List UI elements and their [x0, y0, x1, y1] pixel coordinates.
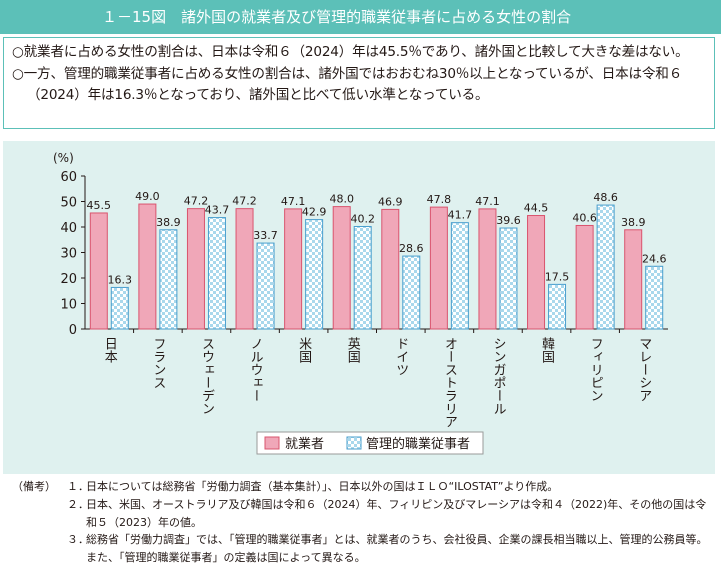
- summary-box: ○就業者に占める女性の割合は、日本は令和６（2024）年は45.5％であり、諸外…: [3, 37, 715, 129]
- category-label: ノルウェー: [248, 337, 263, 402]
- summary-point-1: ○就業者に占める女性の割合は、日本は令和６（2024）年は45.5％であり、諸外…: [12, 44, 689, 60]
- note-text: 日本については総務省「労働力調査（基本集計）」、日本以外の国はＩＬＯ“ILOST…: [86, 480, 559, 493]
- value-label-employed: 48.0: [329, 193, 354, 206]
- notes: （備考） １． 日本については総務省「労働力調査（基本集計）」、日本以外の国はＩ…: [12, 478, 717, 567]
- bar-employed: [527, 215, 546, 330]
- bar-managers: [596, 204, 615, 330]
- bar-employed: [284, 208, 303, 330]
- y-tick-label: 30: [60, 247, 77, 262]
- bar-employed: [89, 212, 108, 330]
- note-number: １．: [67, 480, 89, 493]
- value-label-employed: 47.1: [281, 195, 306, 208]
- value-label-managers: 24.6: [642, 252, 667, 265]
- bar-employed: [138, 203, 157, 330]
- value-label-managers: 41.7: [448, 209, 473, 222]
- category-label: フランス: [150, 337, 165, 389]
- note-number: ２．: [67, 497, 89, 511]
- bar-managers: [450, 222, 469, 330]
- value-label-employed: 49.0: [135, 190, 160, 203]
- category-label: 韓国: [539, 337, 555, 363]
- y-tick-label: 50: [60, 196, 77, 211]
- y-tick-label: 20: [60, 272, 77, 287]
- bar-managers: [353, 225, 372, 330]
- legend-label-managers: 管理的職業従事者: [366, 436, 470, 452]
- value-label-managers: 17.5: [545, 270, 570, 283]
- bar-managers: [159, 229, 178, 330]
- legend-swatch-managers: [346, 436, 362, 450]
- legend-box: [256, 431, 484, 455]
- legend-label-employed: 就業者: [285, 436, 324, 452]
- value-label-employed: 44.5: [524, 202, 549, 215]
- category-label: マレーシア: [636, 337, 651, 402]
- bar-employed: [429, 206, 448, 330]
- category-label: シンガポール: [490, 337, 505, 415]
- chart-area: (%) 0 10 20 30 40 50 60 45.5 16.3 日本 49.0 38.9 フランス 47…: [3, 141, 715, 474]
- value-label-employed: 47.8: [427, 193, 452, 206]
- note-text: 総務省「労働力調査」では、「管理的職業従事者」とは、就業者のうち、会社役員、企業…: [86, 533, 708, 565]
- value-label-employed: 47.2: [184, 195, 209, 208]
- bar-managers: [110, 286, 129, 330]
- value-label-employed: 46.9: [378, 195, 403, 208]
- value-label-managers: 38.9: [156, 216, 181, 229]
- bar-employed: [186, 208, 205, 330]
- note-1: （備考） １． 日本については総務省「労働力調査（基本集計）」、日本以外の国はＩ…: [12, 478, 717, 496]
- notes-heading: （備考）: [12, 480, 56, 493]
- value-label-managers: 48.6: [593, 191, 618, 204]
- category-label: オーストラリア: [442, 337, 457, 428]
- note-2: ２． 日本、米国、オーストラリア及び韓国は令和６（2024）年、フィリピン及びマ…: [12, 496, 717, 532]
- bar-employed: [332, 206, 351, 330]
- bar-managers: [207, 217, 226, 330]
- category-label: 日本: [102, 337, 118, 363]
- value-label-managers: 40.2: [350, 212, 375, 225]
- category-label: 英国: [345, 337, 361, 363]
- category-label: フィリピン: [588, 337, 603, 402]
- value-label-employed: 45.5: [87, 199, 112, 212]
- y-tick-label: 10: [60, 298, 77, 313]
- value-label-managers: 39.6: [496, 214, 521, 227]
- bar-managers: [645, 265, 664, 330]
- value-label-employed: 47.2: [232, 195, 257, 208]
- y-tick-label: 0: [69, 323, 77, 338]
- bar-employed: [381, 208, 400, 330]
- y-axis-unit: (%): [53, 151, 74, 165]
- value-label-managers: 16.3: [108, 273, 133, 286]
- bar-managers: [305, 219, 324, 330]
- bar-employed: [235, 208, 254, 330]
- category-label: 米国: [296, 337, 312, 363]
- bar-employed: [624, 229, 643, 330]
- bar-employed: [478, 208, 497, 330]
- note-number: ３．: [67, 533, 89, 547]
- bar-chart: (%) 0 10 20 30 40 50 60 45.5 16.3 日本 49.0 38.9 フランス 47…: [53, 151, 668, 455]
- bar-managers: [256, 242, 275, 330]
- bar-employed: [575, 224, 594, 330]
- bar-managers: [548, 283, 567, 330]
- summary-point-2: ○一方、管理的職業従事者に占める女性の割合は、諸外国ではおおむね30％以上となっ…: [12, 65, 683, 104]
- value-label-managers: 43.7: [205, 204, 230, 217]
- value-label-employed: 40.6: [572, 211, 597, 224]
- category-label: ドイツ: [393, 337, 408, 376]
- category-label: スウェーデン: [199, 337, 214, 415]
- y-tick-label: 60: [60, 170, 77, 185]
- note-text: 日本、米国、オーストラリア及び韓国は令和６（2024）年、フィリピン及びマレーシ…: [86, 497, 707, 529]
- legend-swatch-employed: [264, 436, 280, 450]
- y-tick-label: 40: [60, 221, 77, 236]
- bar-managers: [402, 255, 421, 330]
- note-3: ３． 総務省「労働力調査」では、「管理的職業従事者」とは、就業者のうち、会社役員…: [12, 531, 717, 567]
- value-label-employed: 47.1: [475, 195, 500, 208]
- figure-title: １－15図 諸外国の就業者及び管理的職業従事者に占める女性の割合: [0, 0, 721, 34]
- bar-managers: [499, 227, 518, 330]
- value-label-managers: 28.6: [399, 242, 424, 255]
- value-label-managers: 42.9: [302, 206, 327, 219]
- value-label-employed: 38.9: [621, 216, 646, 229]
- value-label-managers: 33.7: [253, 229, 278, 242]
